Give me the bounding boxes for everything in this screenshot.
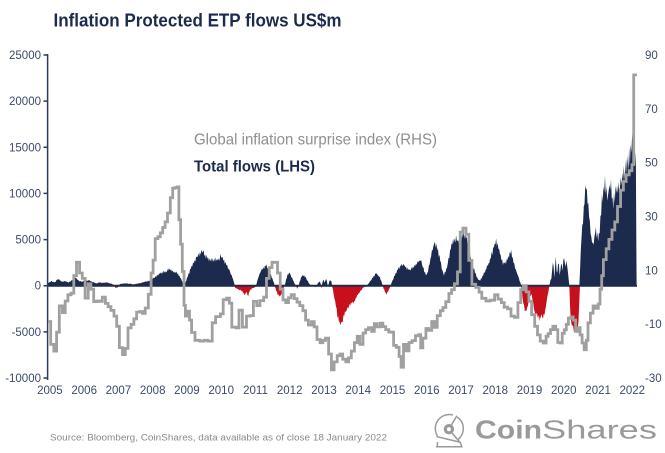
svg-text:0: 0 xyxy=(35,281,41,293)
svg-text:2016: 2016 xyxy=(414,385,440,397)
svg-text:-10000: -10000 xyxy=(5,373,41,385)
svg-text:2021: 2021 xyxy=(585,385,611,397)
svg-text:Shares: Shares xyxy=(542,415,657,445)
svg-text:-30: -30 xyxy=(645,373,662,385)
svg-text:2022: 2022 xyxy=(620,385,646,397)
svg-text:2012: 2012 xyxy=(277,385,303,397)
svg-text:20000: 20000 xyxy=(9,96,41,108)
svg-text:15000: 15000 xyxy=(9,142,41,154)
svg-text:Source: Bloomberg, CoinShares,: Source: Bloomberg, CoinShares, data avai… xyxy=(50,433,387,443)
svg-text:10000: 10000 xyxy=(9,188,41,200)
svg-text:2007: 2007 xyxy=(106,385,132,397)
svg-text:30: 30 xyxy=(645,212,658,224)
svg-text:2019: 2019 xyxy=(517,385,543,397)
svg-text:2011: 2011 xyxy=(243,385,268,397)
svg-text:2005: 2005 xyxy=(37,385,63,397)
svg-text:-5000: -5000 xyxy=(12,327,41,339)
svg-text:10: 10 xyxy=(645,265,658,277)
svg-text:Coin: Coin xyxy=(475,415,542,445)
svg-text:2017: 2017 xyxy=(448,385,474,397)
svg-text:2018: 2018 xyxy=(483,385,509,397)
svg-text:2015: 2015 xyxy=(380,385,406,397)
svg-text:5000: 5000 xyxy=(15,235,41,247)
svg-text:Global inflation surprise inde: Global inflation surprise index (RHS) xyxy=(194,131,437,148)
svg-text:25000: 25000 xyxy=(9,50,41,62)
svg-text:2010: 2010 xyxy=(208,385,234,397)
svg-text:2006: 2006 xyxy=(71,385,97,397)
svg-text:-10: -10 xyxy=(645,319,662,331)
svg-text:50: 50 xyxy=(645,158,658,170)
svg-text:2013: 2013 xyxy=(311,385,337,397)
svg-text:2020: 2020 xyxy=(551,385,577,397)
svg-text:2009: 2009 xyxy=(174,385,200,397)
svg-text:Inflation Protected ETP flows: Inflation Protected ETP flows US$m xyxy=(54,10,342,30)
svg-text:2014: 2014 xyxy=(345,385,371,397)
svg-text:70: 70 xyxy=(645,104,658,116)
svg-text:2008: 2008 xyxy=(140,385,166,397)
svg-text:Total flows (LHS): Total flows (LHS) xyxy=(194,159,315,176)
svg-text:90: 90 xyxy=(645,50,658,62)
